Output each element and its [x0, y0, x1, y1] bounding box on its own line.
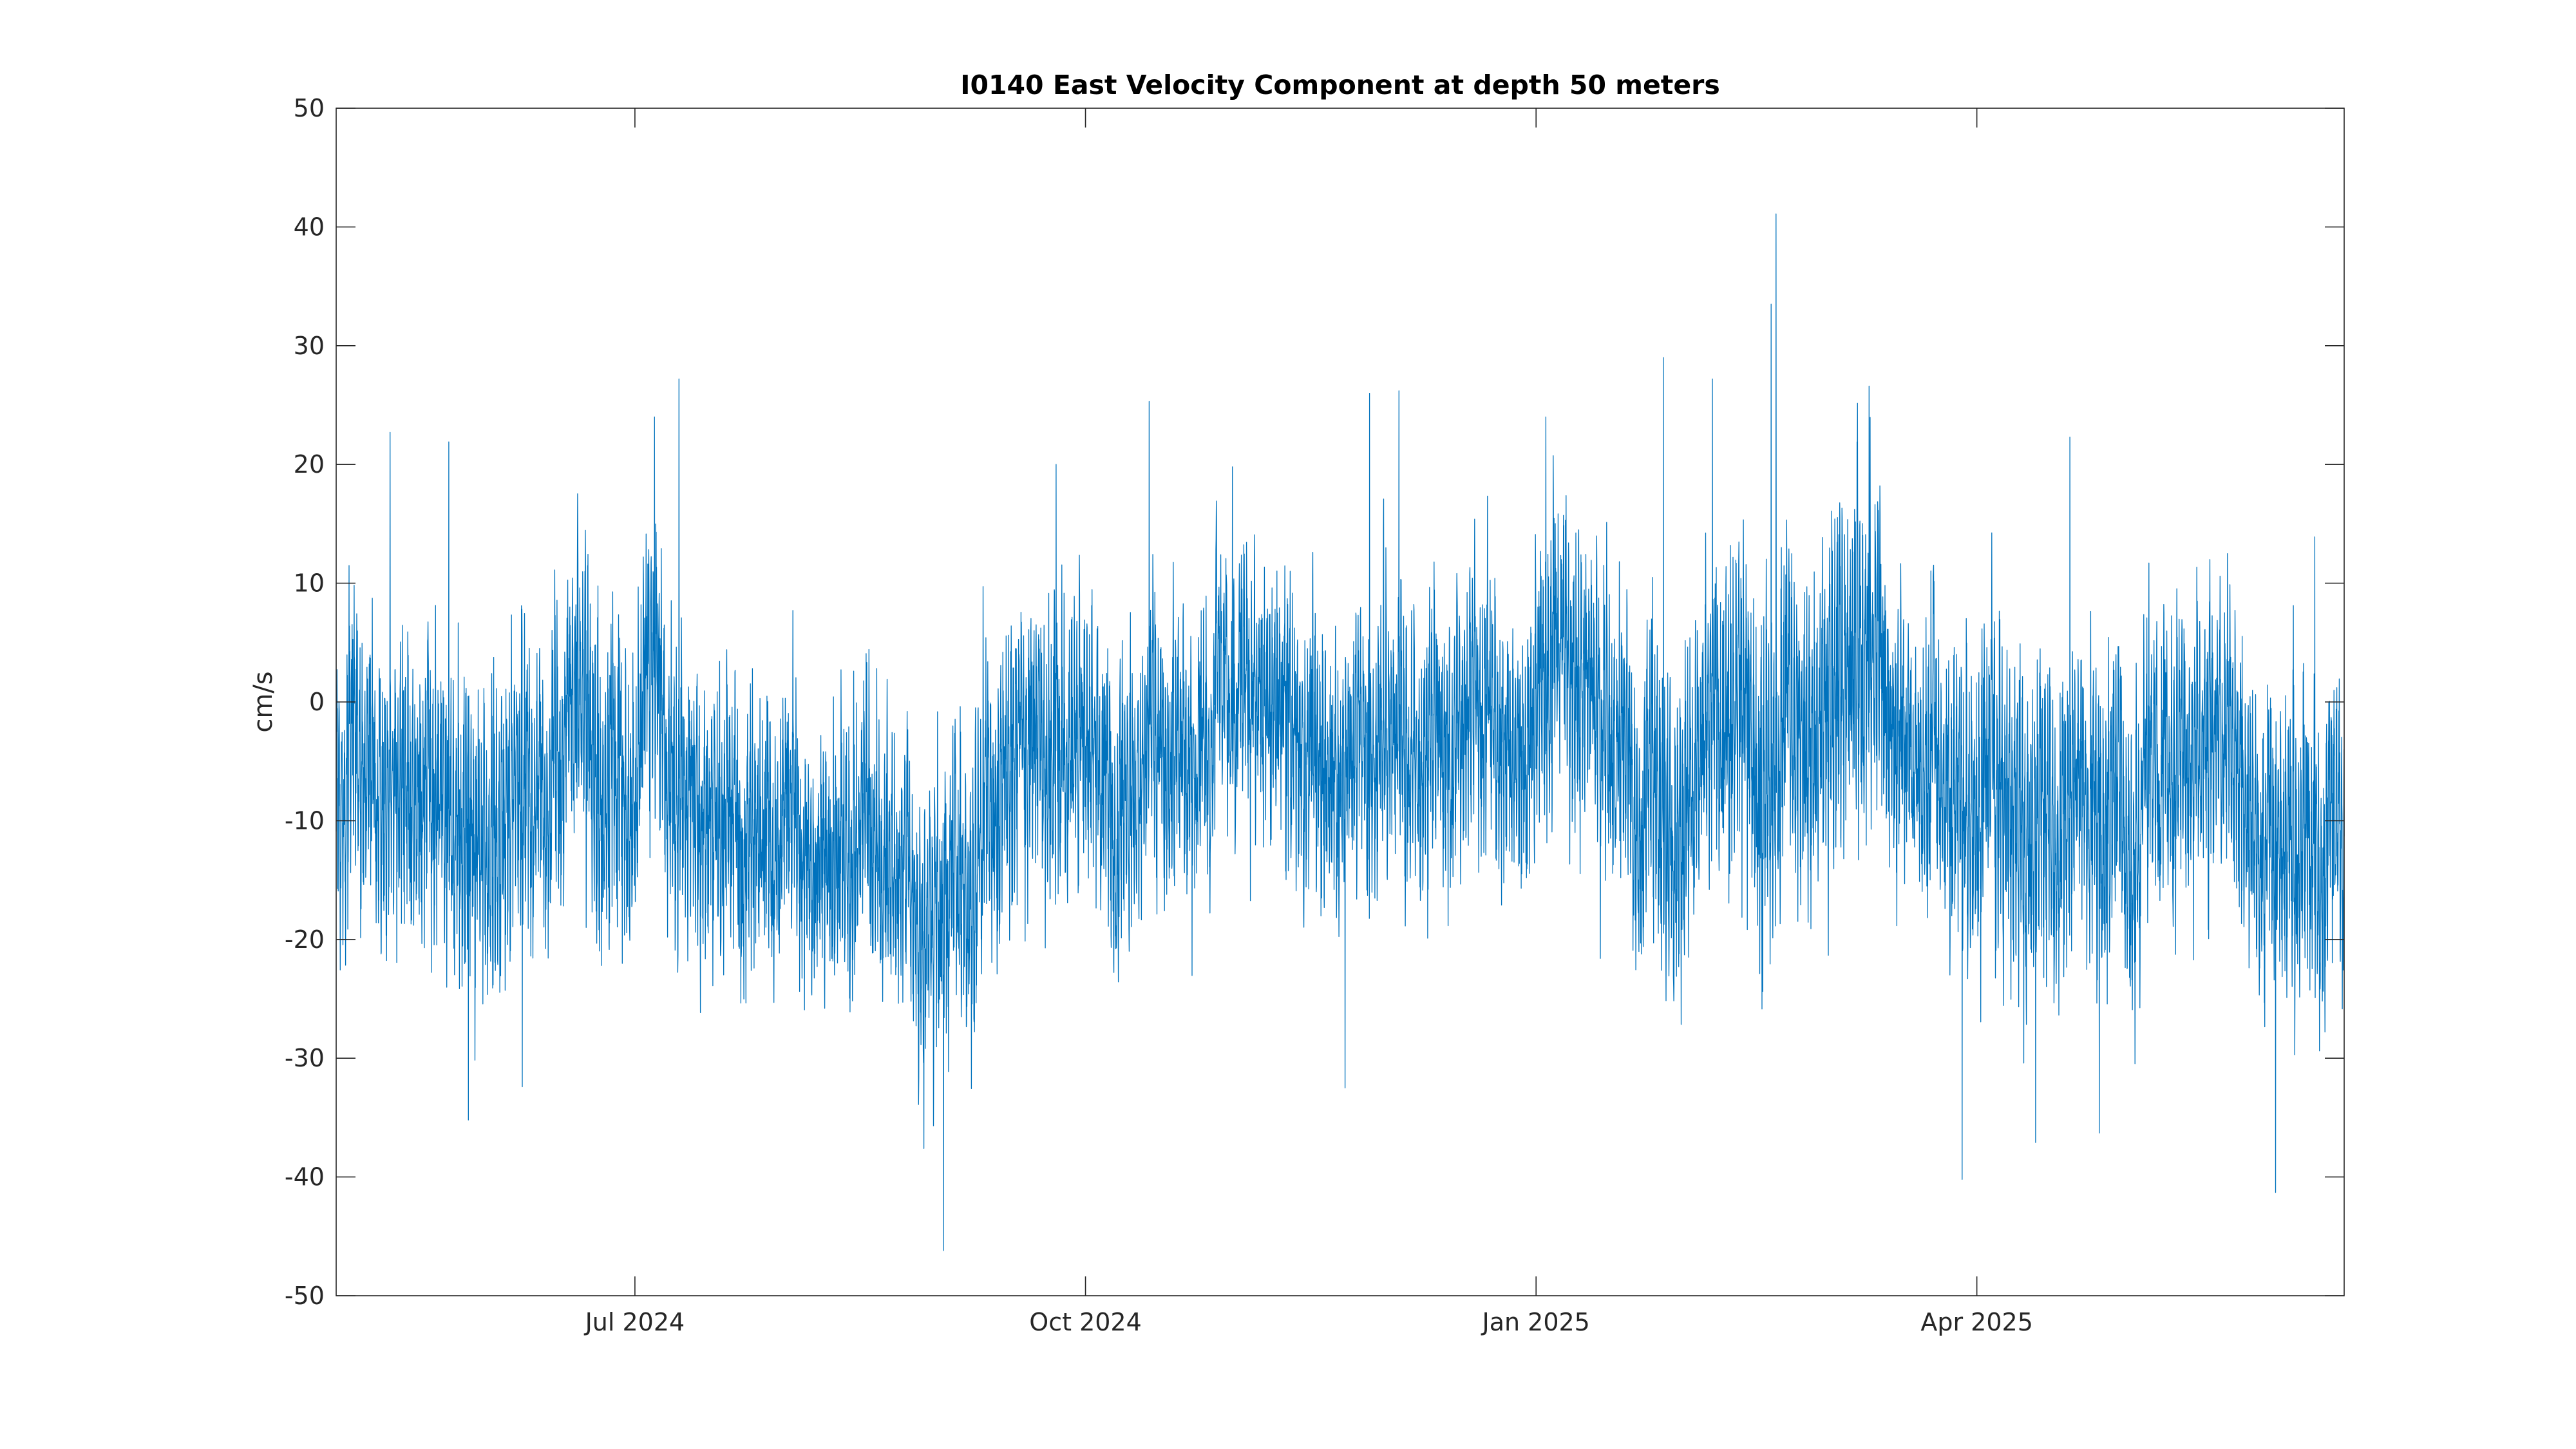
series-line-segment — [1558, 213, 1805, 1025]
y-tick-label: -30 — [285, 1044, 325, 1072]
x-tick-label: Apr 2025 — [1920, 1308, 2033, 1336]
series-line-segment — [1314, 390, 1560, 1088]
y-tick-label: 0 — [309, 688, 325, 716]
y-tick-label: 30 — [294, 332, 325, 360]
y-tick-label: 10 — [294, 569, 325, 598]
x-tick-label: Jul 2024 — [584, 1308, 685, 1336]
y-tick-label: -40 — [285, 1163, 325, 1191]
y-tick-label: -20 — [285, 925, 325, 954]
series-line-segment — [2293, 536, 2345, 1056]
y-tick-label: -10 — [285, 806, 325, 835]
y-tick-label: 40 — [294, 213, 325, 241]
chart-title: I0140 East Velocity Component at depth 5… — [960, 70, 1720, 100]
series-line-segment — [1070, 401, 1316, 983]
y-tick-label: 20 — [294, 450, 325, 478]
y-tick-label: 50 — [294, 94, 325, 122]
ticks-layer: 50 40 30 20 10 0 -10 -20 -30 -40 -50 Jul 2024 Oct 20… — [285, 94, 2344, 1336]
series-layer — [336, 213, 2345, 1251]
series-line-segment — [336, 431, 582, 1121]
x-tick-label: Oct 2024 — [1029, 1308, 1142, 1336]
y-tick-label: -50 — [285, 1282, 325, 1310]
x-tick-label: Jan 2025 — [1481, 1308, 1590, 1336]
y-axis-label: cm/s — [249, 671, 278, 732]
series-line-segment — [580, 378, 826, 1014]
series-line-segment — [825, 464, 1071, 1251]
series-line-segment — [2048, 437, 2295, 1193]
series-line-segment — [1803, 385, 2050, 1180]
